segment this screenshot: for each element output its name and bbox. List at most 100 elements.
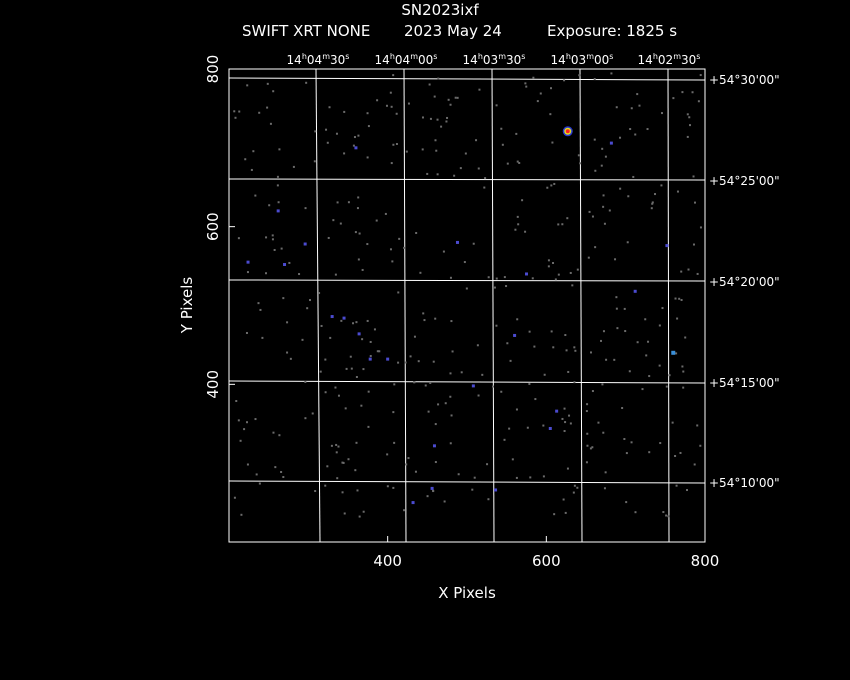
background-event	[435, 149, 438, 152]
background-event	[449, 372, 452, 375]
background-event	[255, 473, 258, 476]
background-event	[367, 425, 370, 428]
background-event	[601, 383, 604, 386]
background-event	[634, 133, 637, 136]
background-event	[616, 327, 619, 330]
background-event	[477, 394, 480, 397]
background-event	[691, 91, 694, 94]
background-event	[337, 445, 340, 448]
background-event	[352, 144, 355, 147]
background-event	[674, 454, 677, 457]
background-event	[573, 346, 576, 349]
background-event	[543, 373, 546, 376]
background-event	[258, 111, 261, 114]
background-event	[573, 381, 576, 384]
background-event	[516, 215, 519, 218]
dim-source	[525, 272, 528, 276]
background-event	[574, 349, 577, 352]
background-event	[630, 441, 633, 444]
background-event	[567, 370, 570, 373]
background-event	[238, 110, 241, 113]
image-frame	[228, 68, 706, 543]
background-event	[358, 515, 361, 518]
background-event	[443, 500, 446, 503]
dim-source	[354, 146, 358, 150]
background-event	[426, 172, 429, 175]
background-event	[366, 156, 369, 159]
background-event	[329, 336, 332, 339]
background-event	[593, 138, 596, 141]
background-event	[246, 84, 249, 87]
background-event	[395, 112, 398, 115]
background-event	[261, 336, 264, 339]
background-event	[254, 418, 257, 421]
background-event	[602, 205, 605, 208]
background-event	[245, 331, 248, 334]
bright-source	[565, 129, 570, 134]
background-event	[629, 128, 632, 131]
background-event	[423, 319, 426, 322]
ra-tick-label: 14h04m30s	[287, 52, 350, 67]
background-event	[648, 451, 651, 454]
background-event	[271, 234, 274, 237]
ra-grid-line	[491, 68, 495, 543]
background-event	[505, 285, 508, 288]
background-event	[454, 96, 457, 99]
background-event	[426, 495, 429, 498]
background-event	[534, 398, 537, 401]
ra-grid-line	[667, 68, 670, 543]
background-event	[436, 173, 439, 176]
background-event	[515, 132, 518, 135]
background-event	[314, 130, 317, 133]
background-event	[327, 236, 330, 239]
background-event	[646, 128, 649, 131]
background-event	[397, 291, 400, 294]
background-event	[282, 297, 285, 300]
background-event	[421, 148, 424, 151]
background-event	[594, 246, 597, 249]
background-event	[564, 421, 567, 424]
background-event	[602, 194, 605, 197]
background-event	[417, 360, 420, 363]
background-event	[354, 469, 357, 472]
background-event	[542, 475, 545, 478]
background-event	[634, 511, 637, 514]
background-event	[614, 258, 617, 261]
background-event	[442, 250, 445, 253]
background-event	[398, 237, 401, 240]
dim-source	[430, 486, 434, 490]
dec-grid-line	[228, 480, 706, 484]
background-event	[460, 371, 463, 374]
background-event	[532, 76, 535, 79]
background-event	[437, 403, 440, 406]
background-event	[475, 139, 478, 142]
background-event	[392, 74, 395, 77]
background-event	[324, 391, 327, 394]
background-event	[429, 381, 432, 384]
background-event	[414, 470, 417, 473]
background-event	[495, 324, 498, 327]
background-event	[334, 386, 337, 389]
background-event	[464, 152, 467, 155]
background-event	[699, 444, 702, 447]
background-event	[433, 95, 436, 98]
background-event	[550, 330, 553, 333]
background-event	[286, 351, 289, 354]
background-event	[487, 498, 490, 501]
background-event	[495, 277, 498, 280]
background-event	[476, 344, 479, 347]
background-event	[625, 501, 628, 504]
background-event	[571, 284, 574, 287]
ra-tick-label: 14h02m30s	[638, 52, 701, 67]
background-event	[289, 357, 292, 360]
background-event	[682, 370, 685, 373]
background-event	[509, 359, 512, 362]
background-event	[551, 141, 554, 144]
background-event	[586, 403, 589, 406]
background-event	[472, 242, 475, 245]
background-event	[314, 490, 317, 493]
background-event	[628, 370, 631, 373]
background-event	[566, 467, 569, 470]
background-event	[352, 322, 355, 325]
background-event	[547, 259, 550, 262]
